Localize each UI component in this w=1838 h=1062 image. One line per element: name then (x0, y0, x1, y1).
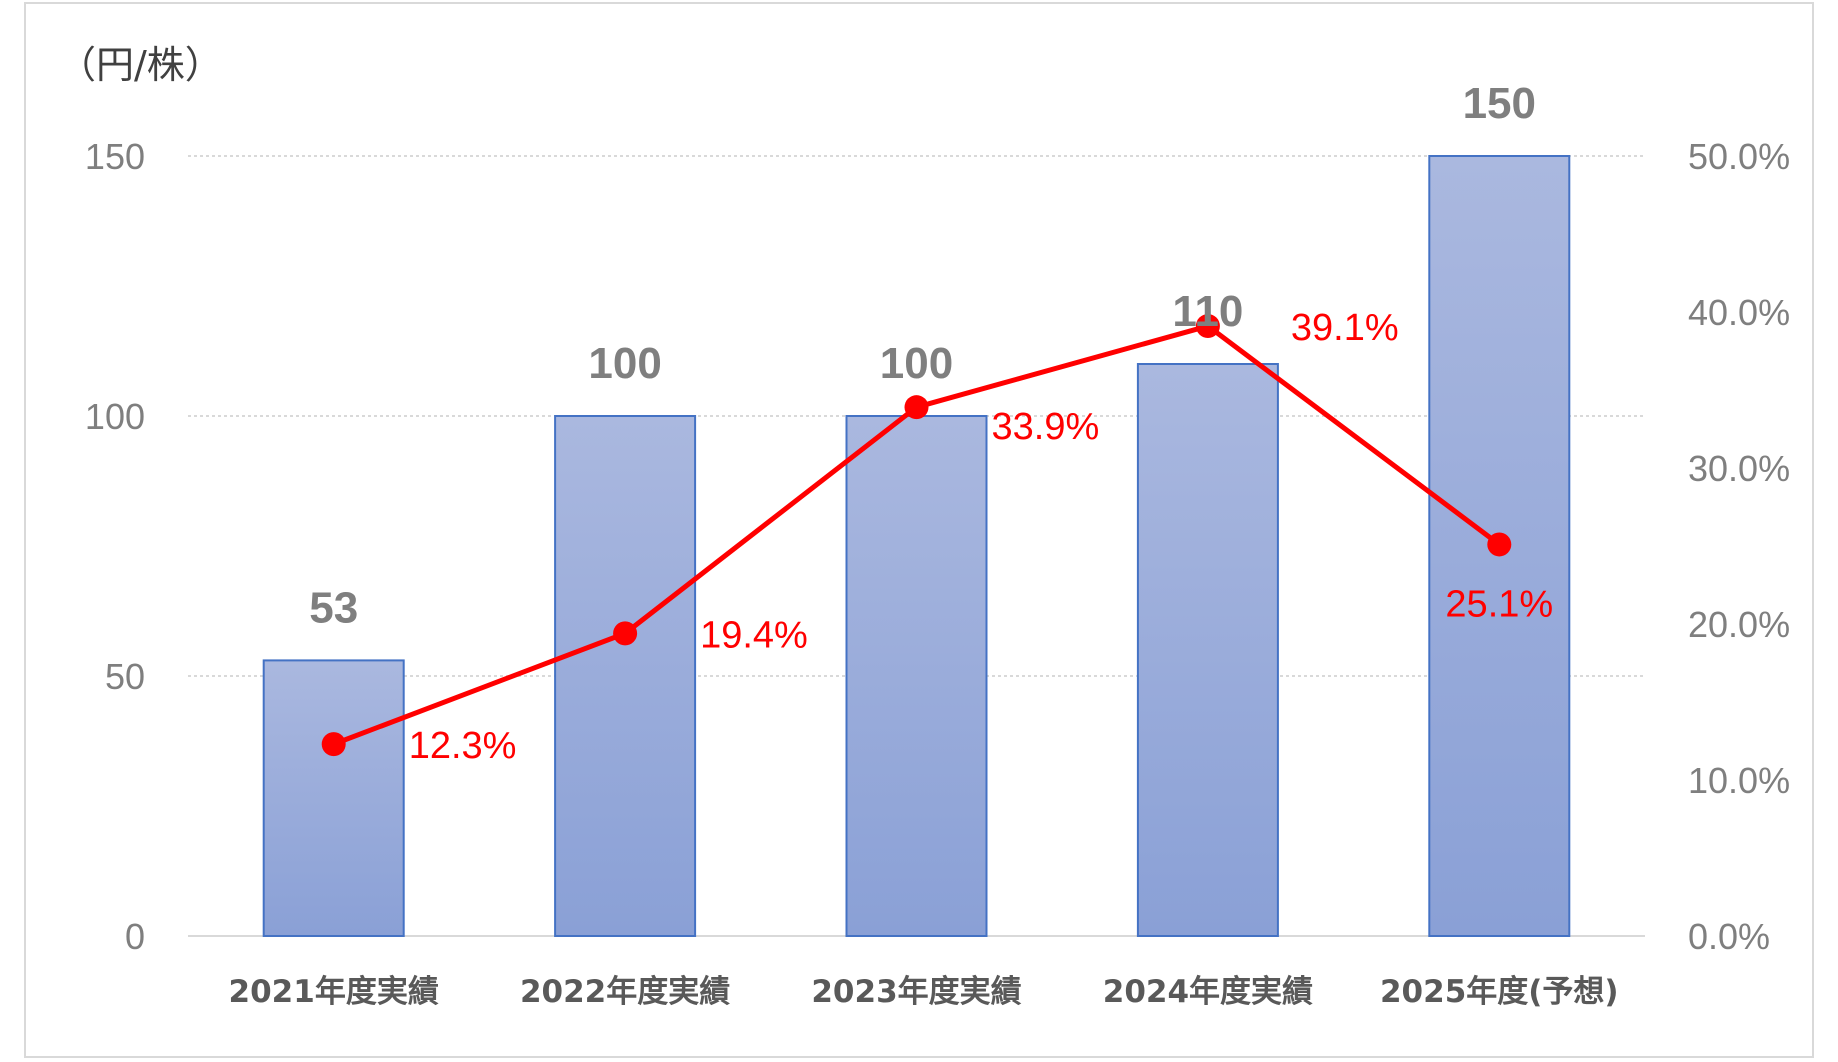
bar-value-label: 100 (588, 339, 661, 388)
line-series (321, 314, 1512, 757)
category-label: 2022年度実績 (520, 974, 730, 1010)
right-tick-label: 20.0% (1688, 604, 1790, 645)
right-axis-ticks: 0.0% 10.0% 20.0% 30.0% 40.0% 50.0% (1688, 136, 1790, 957)
category-labels: 2021年度実績 2022年度実績 2023年度実績 2024年度実績 2025年度(予… (229, 974, 1619, 1010)
left-tick-label: 0 (125, 916, 145, 957)
bar-series (262, 155, 1571, 938)
right-tick-label: 10.0% (1688, 760, 1790, 801)
bar-value-label: 53 (309, 583, 358, 632)
data-labels: 53 100 100 110 150 12.3% 19.4% 33.9% 39.1% 25.1% (309, 79, 1553, 767)
y-axis-unit-label: （円/株） (58, 43, 223, 87)
line-point (1195, 314, 1220, 339)
left-tick-label: 50 (105, 656, 145, 697)
line-point (904, 395, 929, 420)
line-value-label: 33.9% (992, 406, 1100, 448)
right-tick-label: 0.0% (1688, 916, 1770, 957)
line-point (321, 732, 346, 757)
category-label: 2025年度(予想) (1380, 974, 1619, 1010)
right-tick-label: 30.0% (1688, 448, 1790, 489)
bar (1136, 363, 1279, 937)
category-label: 2023年度実績 (811, 974, 1021, 1010)
bar (845, 415, 988, 937)
right-tick-label: 50.0% (1688, 136, 1790, 177)
bar (554, 415, 697, 937)
line-value-label: 39.1% (1291, 307, 1399, 349)
bar-value-label: 150 (1463, 79, 1536, 128)
line-point (1487, 532, 1512, 557)
line-value-label: 25.1% (1445, 583, 1553, 625)
left-axis-ticks: 0 50 100 150 (85, 136, 145, 957)
line-value-label: 12.3% (409, 725, 517, 767)
bar-value-label: 100 (880, 339, 953, 388)
right-tick-label: 40.0% (1688, 292, 1790, 333)
bar-value-label: 110 (1172, 287, 1243, 336)
line-value-label: 19.4% (700, 614, 808, 656)
left-tick-label: 100 (85, 396, 145, 437)
left-tick-label: 150 (85, 136, 145, 177)
category-label: 2021年度実績 (229, 974, 439, 1010)
bar (262, 659, 405, 938)
line-point (613, 621, 638, 646)
category-label: 2024年度実績 (1103, 974, 1313, 1010)
